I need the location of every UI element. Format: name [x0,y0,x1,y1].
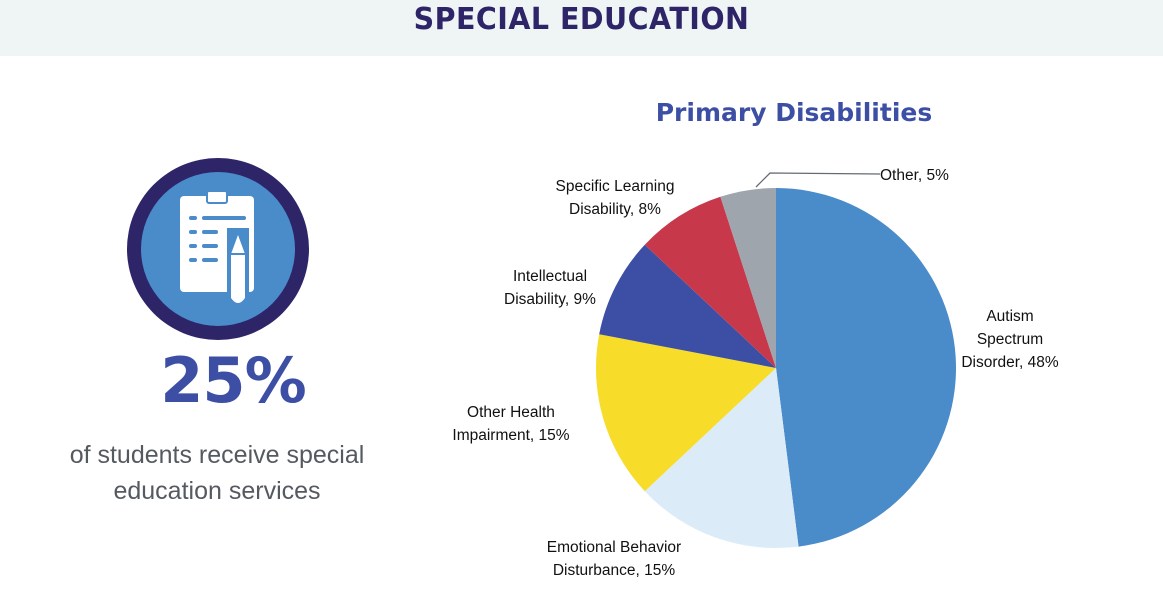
pie-slice-specific-learning-disability [644,196,776,368]
pie-slice-other [720,188,776,368]
label-specific-learning-line-1: Specific Learning [555,178,675,195]
label-other-health-line-1: Other Health [467,404,555,421]
pie-slices [596,188,957,548]
stat-description-line-1: of students receive special [69,441,365,469]
header-band [0,0,1163,56]
label-intellectual: Intellectual Disability, 9% [492,265,608,311]
pie-slice-autism-spectrum-disorder [776,188,957,547]
pie-slice-emotional-behavior-disturbance [644,368,799,548]
label-other-health: Other Health Impairment, 15% [452,401,570,447]
chart-title: Primary Disabilities [655,98,933,127]
stat-description: of students receive special education se… [44,437,390,509]
pie-slice-intellectual-disability [599,244,776,368]
label-intellectual-line-2: Disability, 9% [504,291,596,308]
label-emotional-behavior: Emotional Behavior Disturbance, 15% [529,536,699,582]
label-emotional-behavior-line-1: Emotional Behavior [546,539,682,556]
page-title: SPECIAL EDUCATION [413,2,750,37]
stat-value: 25% [160,344,306,417]
label-specific-learning: Specific Learning Disability, 8% [540,175,690,221]
label-other: Other, 5% [880,164,960,187]
label-intellectual-line-1: Intellectual [512,268,588,285]
clipboard-pencil-icon [127,158,309,340]
label-autism-line-1: Autism [986,308,1034,325]
pie-slice-other-health-impairment [596,334,776,492]
label-other-line-1: Other, 5% [880,167,949,184]
label-autism: Autism Spectrum Disorder, 48% [955,305,1065,374]
label-autism-line-2: Spectrum [976,331,1044,348]
stat-description-line-2: education services [113,477,321,505]
label-emotional-behavior-line-2: Disturbance, 15% [552,562,676,579]
other-leader-line [755,172,881,188]
label-specific-learning-line-2: Disability, 8% [569,201,661,218]
label-other-health-line-2: Impairment, 15% [452,427,570,444]
label-autism-line-3: Disorder, 48% [961,354,1059,371]
